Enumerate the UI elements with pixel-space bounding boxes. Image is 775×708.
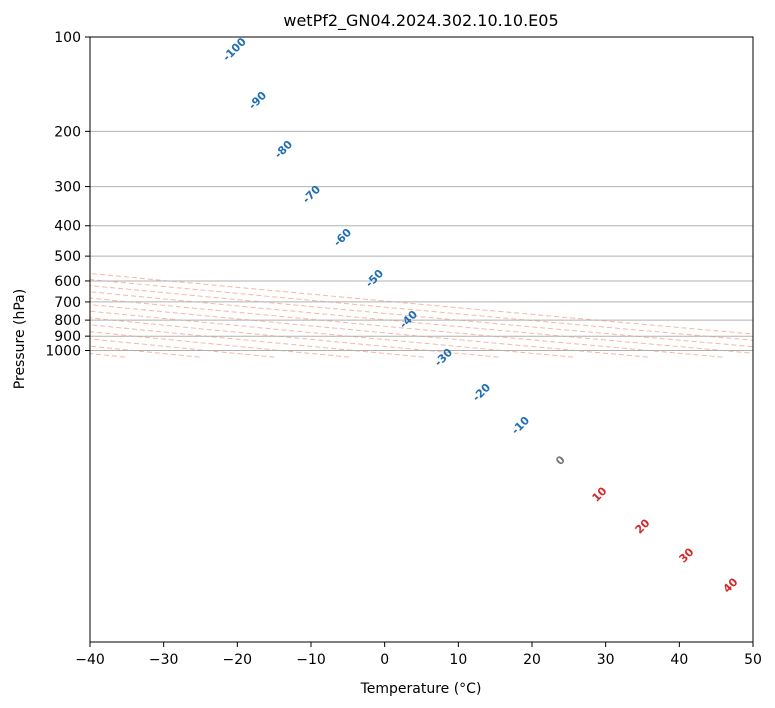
x-tick-label: −40 <box>75 652 105 668</box>
plot-area <box>90 37 753 642</box>
x-tick-label: 10 <box>449 652 467 668</box>
x-tick-label: 40 <box>670 652 688 668</box>
plot-frame <box>89 36 754 643</box>
y-tick-label: 1000 <box>45 344 81 360</box>
y-axis-label: Pressure (hPa) <box>12 289 28 389</box>
y-tick-label: 900 <box>54 329 81 345</box>
x-tick-label: 50 <box>744 652 762 668</box>
y-tick-label: 600 <box>54 274 81 290</box>
x-tick-label: −20 <box>223 652 253 668</box>
dry-adiabat <box>90 331 350 358</box>
x-axis: −40 −30 −20 −10 0 10 20 30 40 50 <box>75 642 762 668</box>
y-tick-label: 700 <box>54 295 81 311</box>
y-tick-label: 500 <box>54 249 81 265</box>
reference-lines <box>90 272 753 358</box>
x-tick-label: −10 <box>296 652 326 668</box>
dry-adiabat <box>90 291 753 354</box>
x-tick-label: 30 <box>597 652 615 668</box>
dry-adiabat <box>90 304 648 358</box>
chart-title: wetPf2_GN04.2024.302.10.10.E05 <box>283 11 558 31</box>
y-tick-label: 300 <box>54 180 81 196</box>
y-tick-label: 200 <box>54 124 81 140</box>
y-tick-label: 400 <box>54 219 81 235</box>
y-tick-label: 800 <box>54 313 81 329</box>
x-tick-label: 0 <box>380 652 389 668</box>
y-tick-label: 100 <box>54 30 81 46</box>
gridlines <box>90 37 753 351</box>
dry-adiabat <box>90 285 753 348</box>
x-tick-label: −30 <box>149 652 179 668</box>
x-tick-label: 20 <box>523 652 541 668</box>
x-axis-label: Temperature (°C) <box>360 681 482 697</box>
dry-adiabat <box>90 317 499 358</box>
